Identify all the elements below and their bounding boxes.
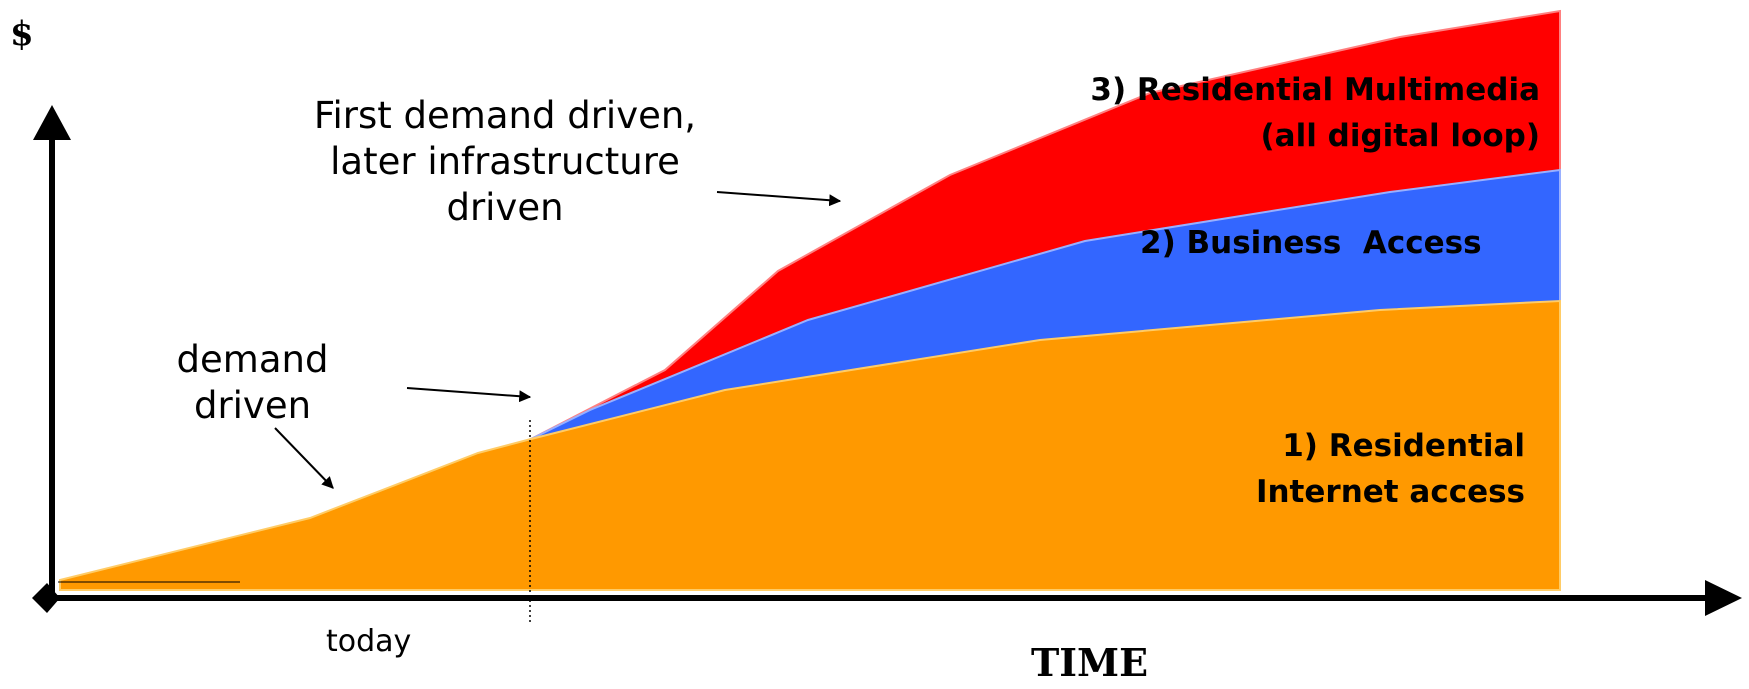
layer-label-business-access: 2) Business Access bbox=[1140, 225, 1482, 261]
demand-driven-annotation: demand driven bbox=[176, 338, 329, 427]
demand-arrow bbox=[274, 427, 334, 489]
x-axis-label: TIME bbox=[1031, 640, 1149, 685]
x-axis-arrowhead bbox=[1705, 580, 1742, 616]
origin-diamond bbox=[32, 583, 60, 613]
infra-arrow bbox=[716, 191, 842, 207]
y-axis-arrowhead bbox=[33, 105, 71, 140]
area-residential-internet bbox=[59, 299, 1561, 591]
today-arrow bbox=[406, 387, 532, 403]
layer-label-residential-multimedia: 3) Residential Multimedia (all digital l… bbox=[1090, 72, 1540, 154]
infrastructure-driven-annotation: First demand driven, later infrastructur… bbox=[313, 94, 697, 229]
y-axis-label: $ bbox=[10, 14, 34, 54]
layer-label-residential-internet: 1) Residential Internet access bbox=[1255, 428, 1525, 510]
today-label: today bbox=[326, 624, 412, 659]
